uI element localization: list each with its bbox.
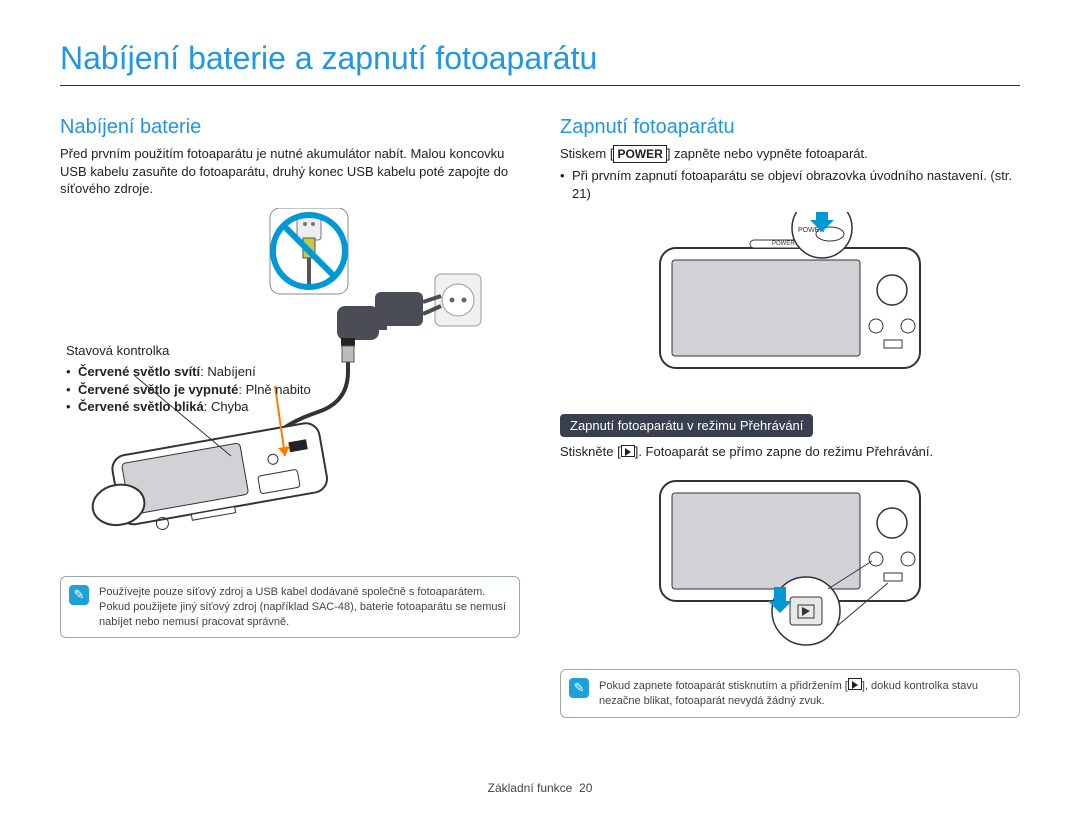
power-key: POWER — [613, 145, 666, 163]
playback-subheader: Zapnutí fotoaparátu v režimu Přehrávání — [560, 414, 813, 437]
power-illustration: POWER POWER — [640, 212, 940, 382]
page-title: Nabíjení baterie a zapnutí fotoaparátu — [60, 40, 1020, 86]
left-note: ✎ Používejte pouze síťový zdroj a USB ka… — [60, 576, 520, 639]
page-footer: Základní funkce 20 — [0, 781, 1080, 795]
power-instruction: Stiskem [POWER] zapněte nebo vypněte fot… — [560, 145, 1020, 163]
right-note: ✎ Pokud zapnete fotoaparát stisknutím a … — [560, 669, 1020, 718]
status-item-2: Červené světlo je vypnuté: Plně nabito — [66, 381, 316, 399]
right-heading: Zapnutí fotoaparátu — [560, 116, 1020, 139]
svg-text:POWER: POWER — [772, 241, 795, 247]
first-on-note: Při prvním zapnutí fotoaparátu se objeví… — [560, 167, 1020, 202]
playback-illustration — [640, 471, 940, 651]
note-icon: ✎ — [69, 585, 89, 605]
left-column: Nabíjení baterie Před prvním použitím fo… — [60, 116, 520, 718]
play-key-icon — [621, 445, 635, 457]
status-block: Stavová kontrolka Červené světlo svítí: … — [66, 342, 316, 416]
left-heading: Nabíjení baterie — [60, 116, 520, 139]
left-intro: Před prvním použitím fotoaparátu je nutn… — [60, 145, 520, 198]
status-label: Stavová kontrolka — [66, 342, 316, 360]
play-key-icon — [848, 678, 862, 690]
note-icon: ✎ — [569, 678, 589, 698]
right-column: Zapnutí fotoaparátu Stiskem [POWER] zapn… — [560, 116, 1020, 718]
status-item-1: Červené světlo svítí: Nabíjení — [66, 363, 316, 381]
content-columns: Nabíjení baterie Před prvním použitím fo… — [60, 116, 1020, 718]
playback-instruction: Stiskněte []. Fotoaparát se přímo zapne … — [560, 443, 1020, 461]
status-item-3: Červené světlo bliká: Chyba — [66, 398, 316, 416]
